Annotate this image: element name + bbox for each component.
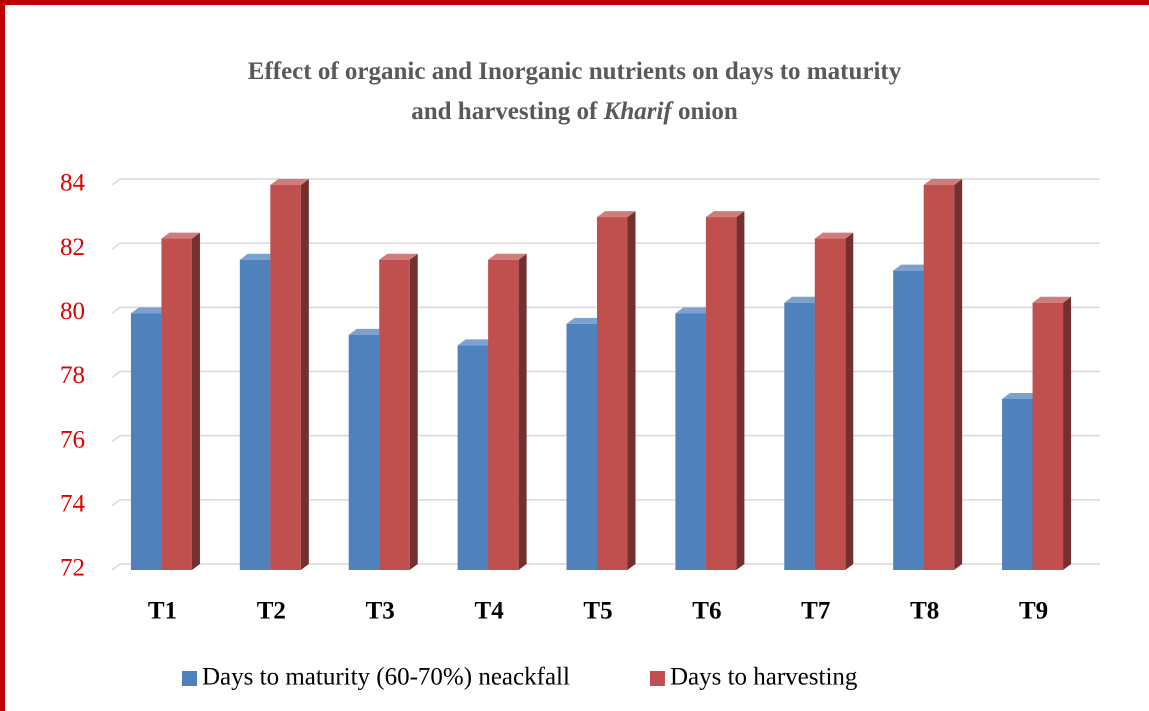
y-tick-label: 74 (60, 491, 86, 518)
bar-top (893, 264, 932, 271)
bar (675, 313, 706, 570)
y-tick-label: 78 (60, 362, 85, 389)
bar-top (130, 307, 170, 314)
grid-line (111, 563, 1100, 571)
bar-top (239, 253, 279, 260)
bar-side (845, 232, 854, 570)
bar-side (954, 179, 963, 570)
bar-top (1032, 296, 1072, 303)
x-tick-label: T3 (366, 598, 395, 625)
bar-top (379, 253, 418, 260)
grid-line (111, 242, 1100, 250)
x-tick-label: T1 (148, 598, 177, 625)
y-tick-label: 80 (60, 298, 85, 325)
grid-line (111, 370, 1100, 379)
title-part: and harvesting of (411, 98, 598, 125)
legend-label: Days to harvesting (670, 664, 858, 691)
legend-label: Days to maturity (60-70%) neackfall (202, 664, 570, 691)
bar (814, 238, 846, 570)
bar (239, 259, 271, 570)
bar (130, 313, 162, 570)
title-line: Effect of organic and Inorganic nutrient… (247, 58, 902, 85)
bar (270, 185, 301, 570)
bar (488, 259, 519, 570)
bar-side (1063, 296, 1072, 570)
x-tick-label: T6 (692, 598, 721, 625)
bar-top (488, 253, 527, 260)
bar (348, 334, 380, 570)
bar (1002, 398, 1033, 570)
bar (161, 238, 192, 570)
legend-swatch (182, 671, 197, 686)
title-part: onion (677, 98, 738, 125)
bar-top (348, 328, 388, 335)
grid-line (111, 178, 1100, 186)
bar-top (784, 296, 823, 303)
bar-side (191, 232, 200, 570)
title-line: and harvesting of Kharif onion (0, 92, 1149, 132)
bar-top (814, 232, 854, 239)
y-tick-label: 76 (60, 426, 85, 453)
bar (566, 323, 597, 570)
bar-top (270, 179, 309, 185)
bar-top (1002, 392, 1041, 399)
x-tick-label: T2 (257, 598, 286, 625)
bar (1032, 302, 1064, 570)
y-tick-label: 72 (60, 555, 85, 582)
bar-side (627, 211, 636, 571)
bar-side (518, 253, 527, 571)
y-tick-label: 82 (60, 234, 85, 261)
bar (893, 270, 924, 570)
bar-top (675, 307, 714, 314)
title-italic: Kharif (603, 98, 672, 125)
x-tick-label: T5 (583, 598, 612, 625)
bar (705, 217, 737, 571)
grid-line (111, 434, 1100, 443)
x-tick-label: T4 (475, 598, 505, 625)
bar-top (597, 211, 636, 218)
bar-top (923, 179, 963, 185)
bar-top (566, 317, 605, 324)
bar (457, 345, 489, 570)
grid-line (111, 306, 1100, 314)
bar-side (736, 211, 745, 571)
y-tick-label: 84 (60, 170, 86, 197)
chart-title: Effect of organic and Inorganic nutrient… (0, 52, 1149, 132)
grid-line (111, 499, 1100, 507)
bar (784, 302, 815, 570)
x-tick-label: T9 (1019, 598, 1048, 625)
bar (597, 217, 628, 571)
bar-top (705, 211, 745, 218)
x-tick-label: T8 (910, 598, 939, 625)
bar-top (161, 232, 200, 239)
x-tick-label: T7 (801, 598, 830, 625)
bar (379, 259, 410, 570)
bar (923, 185, 955, 570)
legend-swatch (649, 671, 665, 686)
bar-side (300, 179, 309, 570)
bar-top (457, 339, 497, 346)
bar-side (409, 253, 418, 571)
